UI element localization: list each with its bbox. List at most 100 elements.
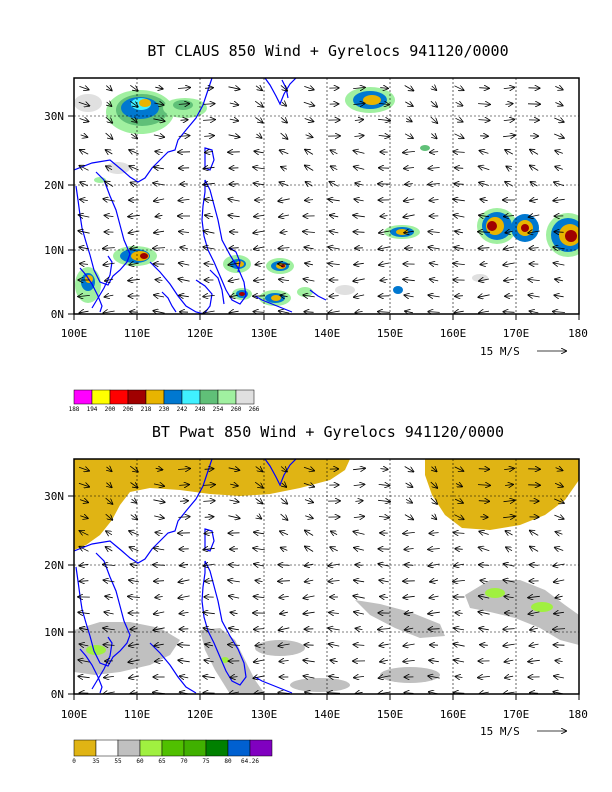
wind-arrow [553, 199, 565, 200]
wind-arrow [105, 497, 113, 504]
wind-arrow [103, 311, 115, 313]
colorbar-label: 188 [69, 406, 80, 413]
wind-arrow [255, 117, 262, 122]
wind-arrow [180, 120, 188, 121]
wind-arrow [479, 532, 489, 535]
wind-arrow [404, 295, 414, 297]
wind-arrow [129, 580, 139, 582]
wind-arrow [404, 549, 414, 550]
x-tick-label: 180 [568, 708, 588, 721]
gridlines-2 [74, 459, 579, 694]
wind-arrow [305, 263, 313, 265]
wind-arrow [455, 613, 463, 614]
wind-arrow [354, 263, 364, 264]
colorbar-label: 65 [158, 758, 166, 765]
wind-arrow [453, 580, 465, 581]
wind-arrow [503, 580, 515, 582]
wind-arrow [555, 151, 563, 154]
wind-arrow [529, 215, 540, 217]
wind-arrow [403, 215, 415, 217]
wind-arrow [403, 644, 415, 646]
wind-arrow [205, 581, 214, 582]
wind-arrow [154, 199, 165, 201]
wind-arrow [280, 531, 289, 534]
wind-arrow [78, 483, 89, 487]
wind-arrow [428, 676, 440, 678]
colorbar-label: 75 [202, 758, 210, 765]
coastlines-1 [74, 78, 327, 314]
wind-arrow [353, 596, 365, 598]
wind-arrow [555, 596, 563, 598]
wind-arrow [530, 531, 539, 536]
wind-arrow [105, 295, 114, 297]
wind-arrow [155, 661, 163, 662]
x-tick-label: 160E [440, 708, 467, 721]
wind-arrow [354, 532, 365, 535]
wind-arrow [453, 644, 465, 646]
colorbar-label: 260 [231, 406, 242, 413]
wind-arrow [130, 84, 137, 90]
wind-arrow [253, 548, 265, 550]
wind-arrow [454, 533, 465, 534]
wind-arrow [379, 231, 390, 233]
wind-arrow [354, 645, 365, 646]
wind-arrow [130, 134, 137, 138]
wind-arrow [304, 279, 315, 281]
y-tick-label: 10N [44, 244, 64, 257]
wind-arrow [478, 232, 491, 233]
wind-arrow [555, 468, 563, 471]
wind-arrow [279, 596, 289, 597]
wind-arrow [480, 151, 489, 154]
wind-arrow [353, 87, 365, 88]
wind-arrow [280, 117, 287, 122]
wind-arrow [253, 676, 265, 678]
wind-arrow [228, 87, 240, 89]
wind-arrow [129, 644, 140, 646]
wind-arrow [303, 232, 315, 233]
wind-arrow [280, 612, 288, 614]
wind-arrow [554, 676, 564, 678]
wind-arrow [303, 467, 314, 470]
wind-arrow [230, 484, 238, 486]
colorbar-label: 64.26 [241, 758, 259, 765]
wind-arrow [205, 215, 214, 217]
tick-marks-1 [68, 115, 580, 320]
wind-arrow [230, 295, 238, 297]
wind-arrow [380, 597, 388, 598]
wind-arrow [504, 279, 514, 280]
wind-arrow [305, 166, 314, 171]
x-tick-labels-1: 100E 110E 120E 130E 140E 150E 160E 170E … [61, 327, 588, 340]
wind-arrow [103, 248, 115, 249]
panel-1-title: BT CLAUS 850 Wind + Gyrelocs 941120/0000 [147, 42, 508, 60]
wind-arrow [107, 102, 112, 106]
wind-arrow [79, 119, 89, 122]
x-tick-label: 150E [377, 708, 404, 721]
wind-arrow [254, 532, 265, 534]
wind-arrow [454, 660, 465, 662]
wind-arrow [430, 497, 437, 504]
wind-arrow [304, 596, 315, 598]
panel-2-fields [74, 459, 579, 694]
wind-arrow [428, 184, 440, 185]
wind-arrow [430, 263, 439, 265]
wind-arrow [328, 693, 341, 694]
wind-arrow [278, 199, 290, 201]
x-tick-label: 130E [251, 708, 278, 721]
wind-arrow [428, 247, 440, 249]
wind-arrow [505, 660, 514, 662]
wind-arrow [103, 263, 115, 265]
wind-arrow [203, 120, 215, 121]
wind-arrow [405, 311, 413, 313]
wind-arrow [203, 311, 215, 313]
wind-arrow [555, 661, 563, 662]
colorbar-label: 206 [123, 406, 134, 413]
wind-arrow [478, 612, 490, 614]
wind-arrow [279, 661, 289, 662]
wind-arrow [154, 548, 165, 550]
wind-arrow [403, 279, 415, 280]
wind-arrow [503, 87, 514, 88]
wind-arrow [353, 468, 365, 469]
wind-arrow [554, 232, 564, 233]
wind-arrow [231, 612, 238, 613]
wind-arrow [431, 134, 436, 139]
